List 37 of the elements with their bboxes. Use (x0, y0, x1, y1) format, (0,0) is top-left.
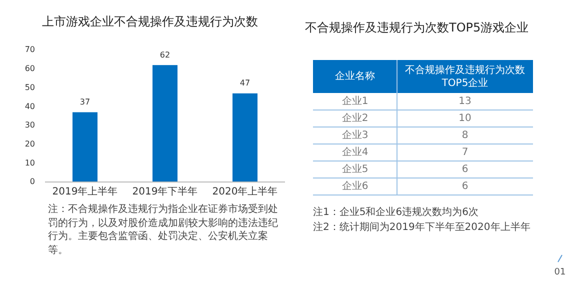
y-tick-label: 20 (24, 139, 35, 148)
data-label: 13 (458, 96, 472, 108)
y-tick-label: 40 (24, 102, 35, 111)
y-tick-label: 30 (24, 120, 35, 130)
text: 01 (554, 267, 566, 278)
data-label: 37 (80, 97, 90, 106)
y-tick-label: 企业1 (342, 95, 368, 108)
y-tick-label: 企业5 (342, 163, 368, 176)
data-label: 6 (462, 181, 468, 192)
y-tick-label: 企业2 (342, 112, 368, 124)
y-tick-label: 企业6 (342, 180, 368, 192)
y-tick-label: 60 (24, 64, 35, 74)
data-label: 62 (160, 50, 170, 60)
bar (72, 112, 98, 182)
text: 注：不合规操作及违规行为指企业在证券市场受到处罚的行为，以及对股价造成加剧较大影响的违法违纪行为。主要包含监管函、处罚决定、公安机关立案等。 (48, 203, 279, 257)
data-label: 8 (462, 130, 468, 142)
chart-title: 不合规操作及违规行为次数TOP5游戏企业 (305, 20, 529, 34)
bar (232, 93, 258, 182)
data-label: 7 (462, 147, 468, 158)
y-tick-label: 50 (24, 82, 35, 92)
x-tick-label: 2019年上半年 (52, 186, 118, 198)
text: 注2：统计期间为2019年下半年至2020年上半年 (313, 220, 530, 234)
x-tick-label: 2020年上半年 (212, 186, 278, 198)
data-label: 47 (240, 78, 250, 88)
y-tick-label: 0 (30, 177, 35, 186)
data-label: 6 (462, 164, 468, 176)
data-label: 10 (458, 113, 472, 124)
chart-title: 上市游戏企业不合规操作及违规行为次数 (42, 14, 258, 28)
text: 注1：企业5和企业6违规次数均为6次 (313, 206, 478, 219)
y-tick-label: 10 (24, 158, 35, 168)
x-tick-label: 2019年下半年 (132, 186, 198, 198)
x-tick-label: 不合规操作及违规行为次数TOP5企业 (404, 64, 526, 90)
y-tick-label: 70 (24, 45, 35, 54)
y-tick-label: 企业4 (342, 146, 368, 158)
y-tick-label: 企业3 (342, 129, 368, 142)
y-axis-title: 企业名称 (335, 70, 375, 82)
bar (152, 65, 178, 182)
